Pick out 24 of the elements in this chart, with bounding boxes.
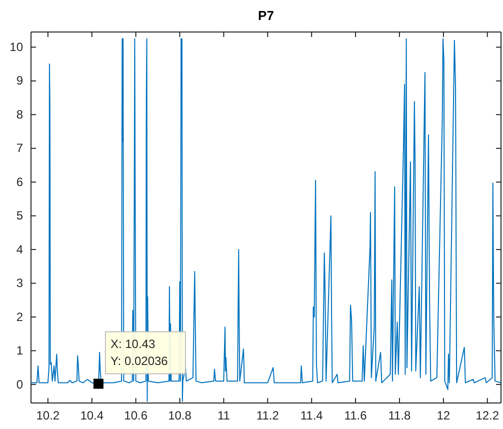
x-tick-label: 11.8 [388, 408, 412, 423]
y-tick-label: 0 [16, 377, 24, 392]
x-tick-label: 12 [436, 408, 450, 423]
x-tick-label: 10.2 [36, 408, 60, 423]
x-tick-label: 11.6 [344, 408, 368, 423]
x-tick-label: 11 [217, 408, 230, 423]
y-tick-label: 7 [16, 141, 24, 156]
x-tick-label: 10.4 [80, 408, 104, 423]
x-tick-label: 10.8 [168, 408, 192, 423]
y-tick-label: 3 [16, 276, 24, 290]
x-tick-label: 10.6 [124, 408, 148, 423]
y-tick-label: 6 [16, 174, 24, 189]
y-tick-label: 2 [16, 310, 24, 324]
x-tick-label: 11.2 [256, 408, 280, 423]
y-tick-label: 8 [16, 107, 24, 122]
y-tick-label: 5 [16, 208, 24, 223]
x-tick-label: 12.2 [476, 408, 500, 423]
annotation: X: 10.43 Y: 0.02036 [110, 336, 168, 368]
y-tick-label: 4 [16, 242, 24, 256]
chart-title: P7 [258, 8, 274, 23]
y-tick-label: 1 [16, 344, 24, 358]
y-tick-label: 10 [10, 40, 24, 54]
x-tick-label: 11.4 [300, 408, 324, 423]
y-tick-label: 9 [16, 74, 24, 88]
